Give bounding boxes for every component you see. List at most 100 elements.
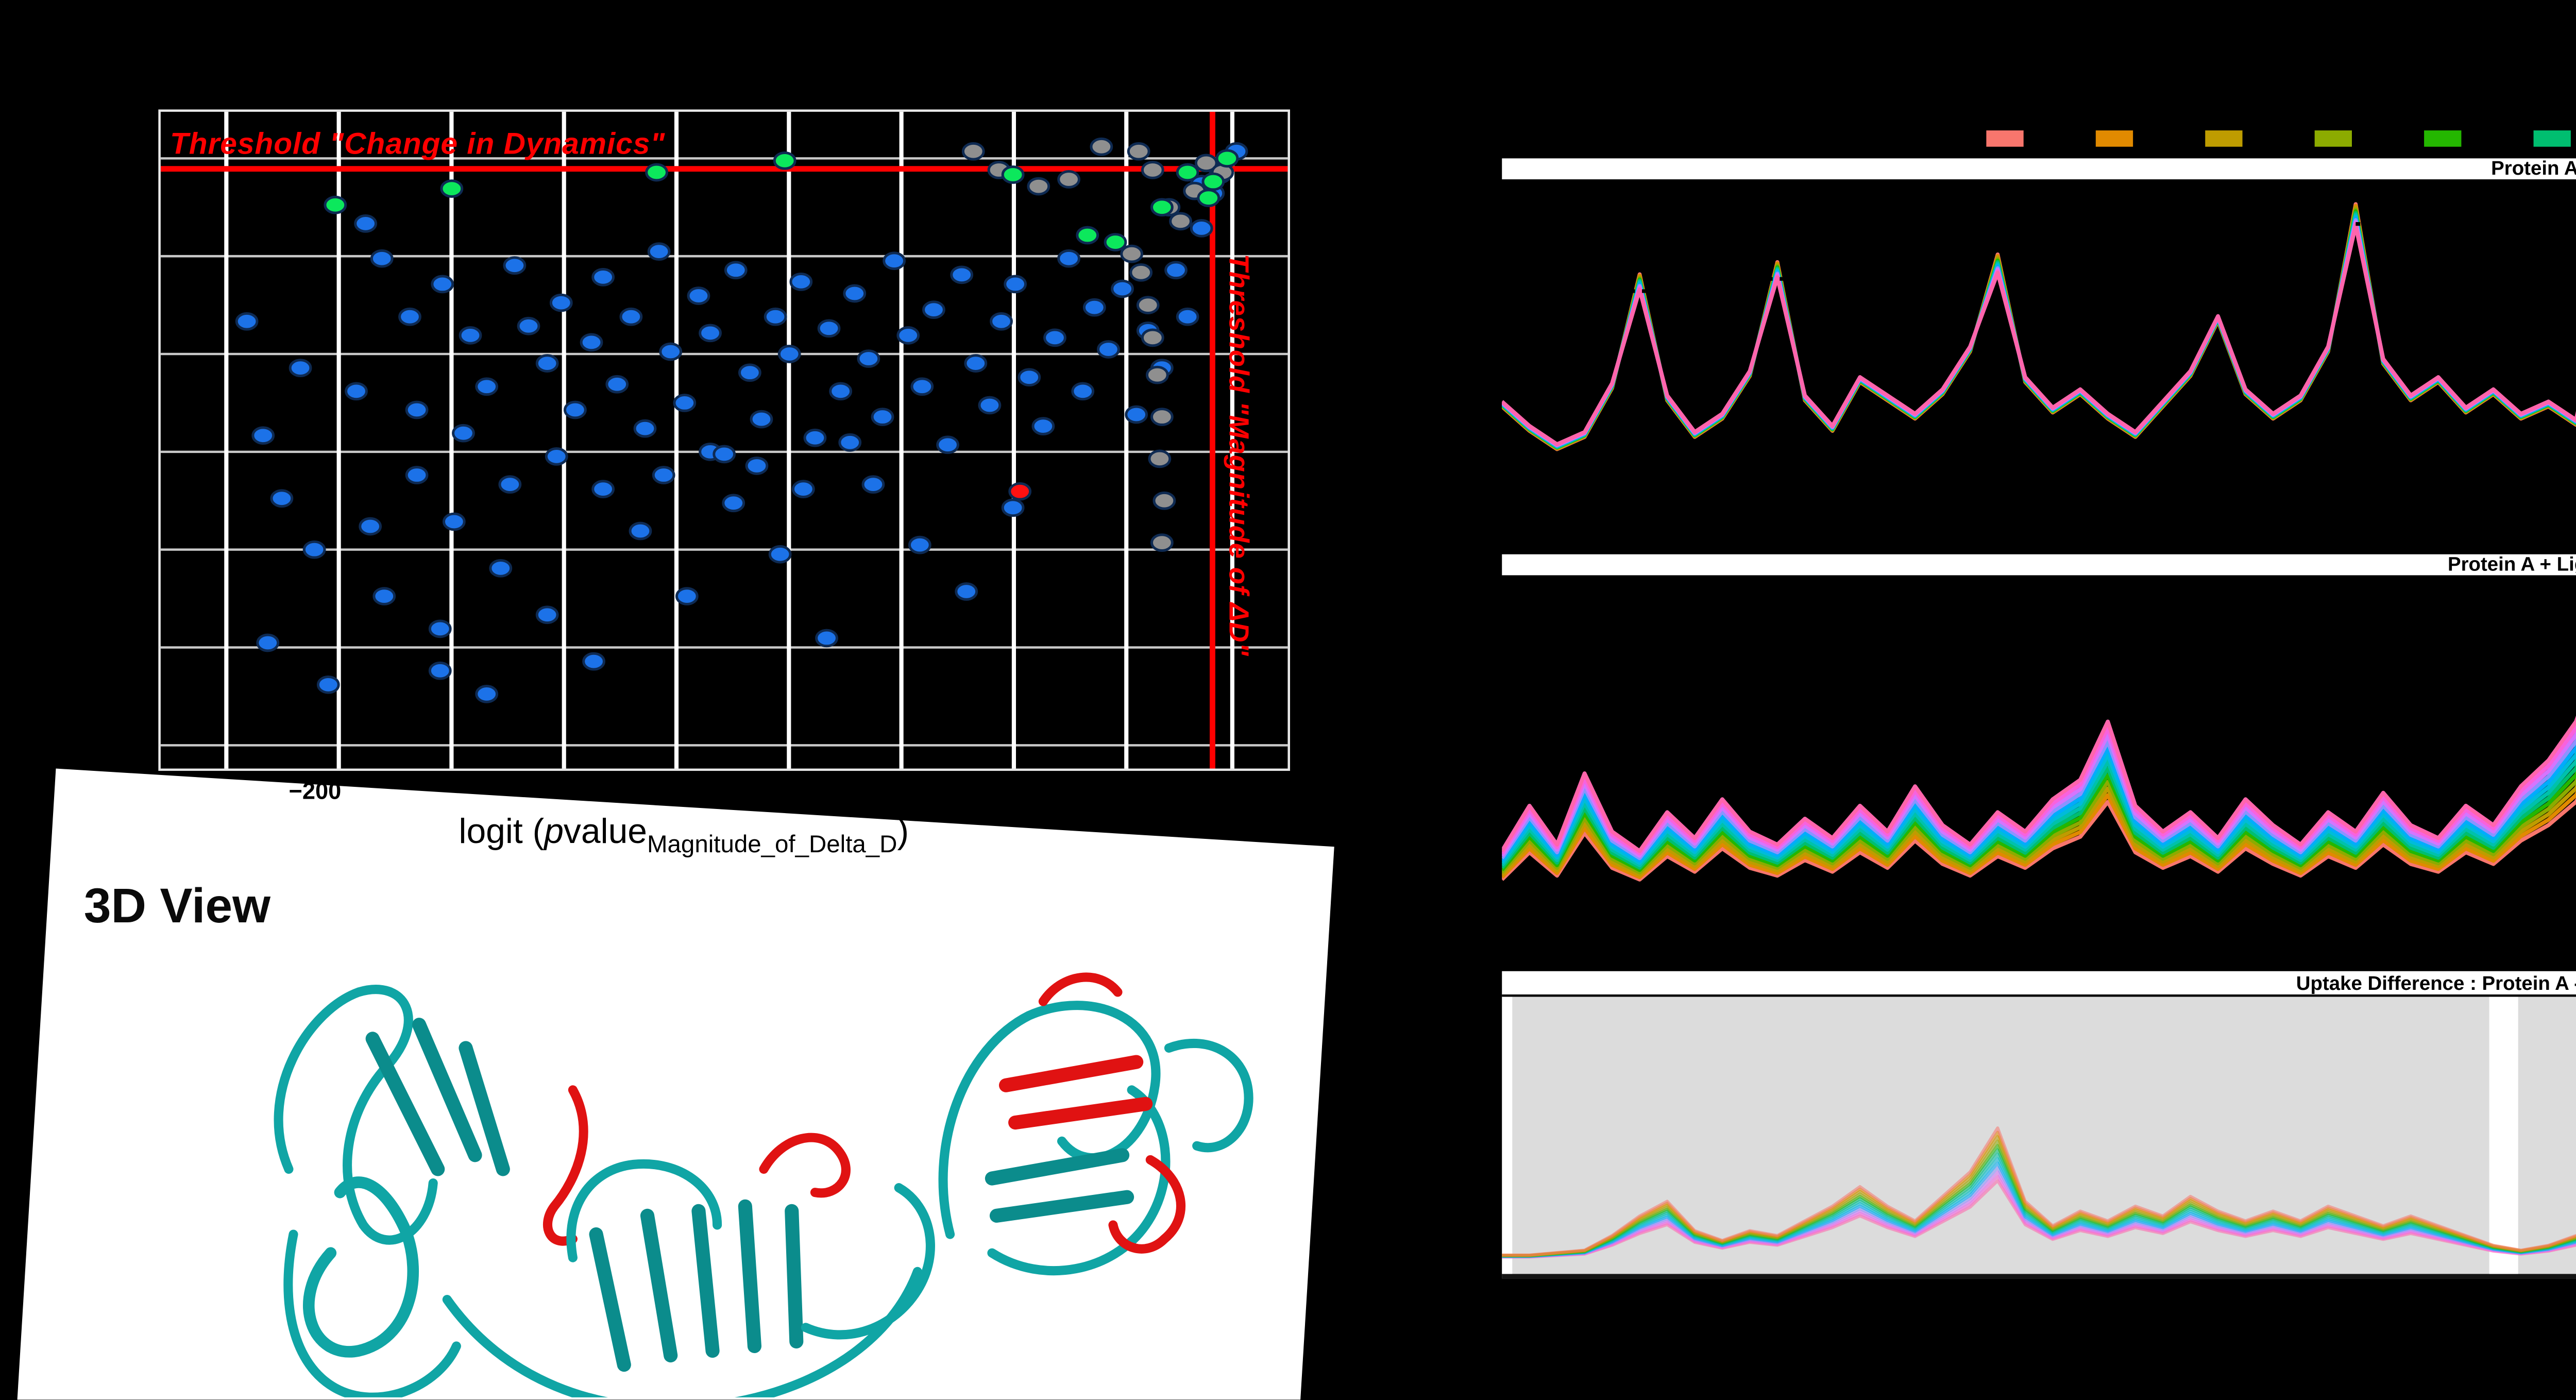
x-axis-title-post: )	[897, 813, 909, 853]
scatter-point	[961, 142, 985, 161]
scatter-point	[1031, 417, 1055, 435]
scatter-point	[582, 652, 605, 671]
uptake-line	[1502, 211, 2576, 449]
scatter-point	[324, 195, 347, 214]
uptake-line	[1502, 756, 2576, 868]
chart-title-protein-a: Protein A	[1502, 157, 2576, 180]
uptake-line	[1502, 798, 2576, 882]
scatter-point	[687, 286, 710, 305]
scatter-point	[1043, 328, 1066, 347]
scatter-point	[1027, 177, 1050, 196]
volcano-canvas	[160, 111, 1288, 769]
scatter-point	[978, 396, 1002, 415]
uptake-line	[1502, 1126, 2576, 1257]
scatter-point	[1057, 249, 1080, 268]
scatter-point	[713, 445, 736, 464]
chart-title-uptake-difference: Uptake Difference : Protein A - (Protein…	[1502, 971, 2576, 997]
scatter-point	[791, 480, 815, 499]
scatter-point	[750, 410, 773, 429]
scatter-point	[545, 447, 568, 466]
scatter-point	[452, 424, 475, 443]
uptake-line	[1502, 218, 2576, 448]
legend-swatch	[1986, 130, 2023, 146]
uptake-line	[1502, 777, 2576, 874]
uptake-line	[1502, 743, 2576, 863]
scatter-point	[738, 363, 761, 382]
uptake-line	[1502, 770, 2576, 872]
uptake-line	[1502, 207, 2576, 450]
scatter-point	[768, 545, 792, 564]
scatter-point	[722, 494, 745, 513]
scatter-point	[1215, 149, 1239, 168]
scatter-point	[883, 251, 906, 271]
ribbon-strand	[987, 1085, 1171, 1276]
ribbon-red-sheet	[998, 1055, 1153, 1130]
threshold-magnitude-label: Threshold "Magnitude of ΔD"	[1222, 254, 1256, 656]
scatter-point	[764, 307, 787, 326]
scatter-point	[1127, 142, 1150, 161]
scatter-point	[316, 675, 340, 694]
ribbon-red-loop	[1038, 972, 1186, 1254]
scatter-point	[950, 265, 974, 284]
scatter-point	[580, 333, 603, 352]
ribbon-strand	[274, 985, 438, 1245]
scatter-point	[922, 300, 945, 319]
ribbon-strand	[442, 1267, 922, 1397]
scatter-point	[629, 521, 652, 541]
scatter-point	[659, 342, 683, 361]
uptake-line	[1502, 1135, 2576, 1257]
scatter-point	[1148, 449, 1172, 468]
uptake-line	[1502, 729, 2576, 858]
scatter-point	[647, 242, 671, 261]
scatter-point	[1111, 279, 1134, 298]
scatter-point	[1018, 368, 1041, 387]
scatter-point	[857, 349, 880, 368]
x-axis-title-subscript: Magnitude_of_Delta_D	[647, 831, 897, 859]
volcano-plot: Threshold "Change in Dynamics"	[158, 109, 1290, 771]
scatter-point	[673, 394, 697, 412]
scatter-point	[1145, 365, 1169, 384]
ribbon-sheet	[365, 1018, 510, 1176]
ribbon-red-loop	[759, 1133, 851, 1198]
scatter-point	[1001, 165, 1025, 184]
exposure-legend	[1986, 130, 2576, 146]
x-axis-title-pre: logit (	[459, 813, 545, 853]
protein-ribbon	[274, 972, 1253, 1397]
scatter-point	[789, 273, 813, 291]
scatter-point	[1082, 298, 1106, 317]
scatter-point	[428, 619, 452, 638]
uptake-line	[1502, 223, 2576, 447]
scatter-point	[440, 179, 464, 198]
scatter-point	[591, 480, 615, 499]
scatter-point	[815, 629, 838, 648]
scatter-point	[1136, 296, 1160, 314]
uptake-line	[1502, 216, 2576, 448]
scatter-point	[908, 535, 931, 554]
scatter-point	[817, 319, 841, 338]
scatter-point	[773, 151, 796, 170]
scatter-point	[289, 359, 312, 377]
scatter-point	[370, 249, 394, 268]
scatter-point	[699, 324, 722, 343]
scatter-point	[498, 475, 522, 494]
ribbon-strand	[938, 1001, 1161, 1239]
scatter-point	[936, 435, 959, 454]
scatter-point	[1129, 263, 1153, 282]
uptake-line	[1502, 722, 2576, 856]
scatter-point	[1141, 161, 1164, 179]
scatter-point	[1201, 172, 1225, 191]
scatter-point	[442, 512, 466, 531]
uptake-line	[1502, 1144, 2576, 1257]
ribbon-red-loop	[543, 1085, 588, 1246]
scatter-point	[724, 261, 748, 280]
chart-title-protein-a-ligand: Protein A + Ligand	[1502, 552, 2576, 576]
scatter-point	[535, 354, 559, 373]
scatter-point	[489, 559, 513, 578]
scatter-point	[235, 312, 259, 331]
scatter-point	[535, 605, 559, 625]
uptake-line	[1502, 784, 2576, 877]
scatter-point	[1001, 498, 1025, 517]
legend-swatch	[2424, 130, 2461, 146]
ribbon-strand	[801, 1183, 935, 1340]
